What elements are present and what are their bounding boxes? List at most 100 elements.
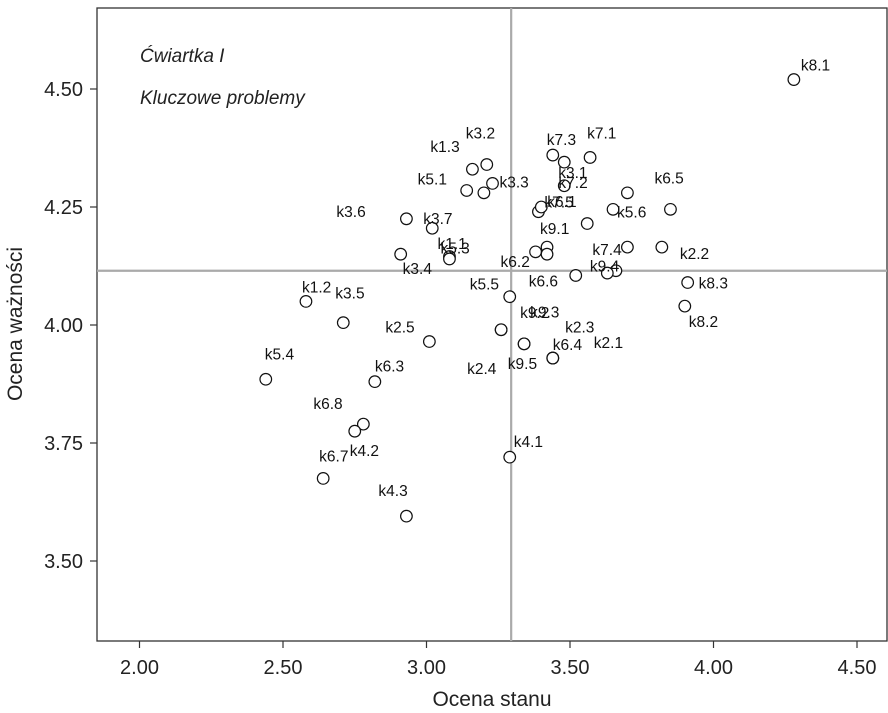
point-label: k6.7 (319, 448, 348, 465)
point-label: k3.1 (558, 165, 587, 182)
point-label: k1.1 (437, 236, 466, 253)
point-label: k8.3 (699, 276, 728, 293)
point-label: k6.6 (529, 273, 558, 290)
data-point (600, 266, 614, 280)
point-label: k3.2 (466, 126, 495, 143)
point-label: k3.5 (335, 286, 364, 303)
x-tick-label: 2.00 (120, 657, 159, 679)
point-label: k4.3 (378, 483, 407, 500)
point-label: k7.4 (592, 242, 622, 259)
data-point-k5-6 (606, 202, 620, 216)
point-label: k5.4 (265, 346, 295, 363)
data-point-k5-4 (259, 372, 273, 386)
data-point-k3-3 (486, 176, 499, 190)
point-label: k7.5 (544, 195, 573, 212)
data-point-k1-2 (299, 295, 313, 308)
data-point-k5-1 (460, 184, 474, 197)
point-label: k2.3 (565, 320, 594, 337)
data-point-k6-3 (368, 375, 382, 389)
point-label: k3.7 (423, 211, 452, 228)
point-label: k2.2 (680, 246, 709, 263)
data-point-k4-2 (348, 424, 362, 438)
x-tick-label: 3.00 (407, 657, 446, 679)
point-label: k3.4 (403, 261, 433, 278)
y-tick-label: 4.50 (44, 79, 83, 101)
point-label: k1.2 (302, 279, 331, 296)
data-point-k3-4 (394, 247, 408, 261)
data-point (540, 247, 554, 261)
point-label: k9.5 (508, 356, 537, 373)
x-tick-label: 2.50 (264, 657, 303, 679)
data-point-k9-5 (546, 351, 560, 365)
point-label: k2.1 (594, 335, 623, 352)
data-point-k5-5 (503, 290, 517, 304)
data-point-k2-2 (655, 240, 669, 254)
data-point-k1-1 (443, 252, 456, 266)
point-label: k8.2 (689, 314, 718, 331)
x-tick-label: 4.50 (838, 657, 877, 679)
data-point-k8-3 (681, 276, 695, 289)
data-point-k3-1 (557, 179, 571, 193)
quadrant-title: Ćwiartka I (140, 45, 225, 67)
point-label: k5.5 (470, 277, 499, 294)
y-tick-label: 3.75 (44, 433, 83, 455)
point-label: k6.3 (375, 359, 404, 376)
point-label: k6.1 (547, 194, 576, 211)
point-label: k5.1 (418, 171, 447, 188)
data-point-k7-4 (621, 240, 634, 254)
data-point-k4-1 (503, 450, 517, 464)
point-label: k9.3 (530, 305, 559, 322)
data-point-k4-3 (400, 509, 413, 523)
data-point-k7-3 (546, 148, 560, 162)
data-point-k2-3 (494, 323, 508, 337)
data-point-k3-5 (336, 316, 350, 330)
data-point (477, 186, 491, 200)
point-label: k6.8 (313, 396, 342, 413)
point-label: k2.4 (467, 361, 497, 378)
point-label: k9.4 (590, 259, 620, 276)
point-label: k5.3 (440, 241, 469, 258)
point-label: k7.2 (558, 175, 587, 192)
point-label: k3.3 (500, 174, 529, 191)
data-point-k1-3 (466, 162, 479, 176)
y-tick-label: 4.00 (44, 315, 83, 337)
data-point-k3-6 (400, 212, 413, 226)
data-point-k6-1 (534, 200, 548, 214)
data-point (580, 217, 594, 230)
y-tick-label: 3.50 (44, 551, 83, 573)
data-point-k6-7 (316, 472, 330, 485)
point-label: k5.6 (617, 204, 646, 221)
point-label: k1.3 (430, 139, 459, 156)
point-label: k6.4 (553, 337, 583, 354)
quadrant-subtitle: Kluczowe problemy (140, 88, 306, 109)
data-point (557, 155, 571, 169)
x-axis-title: Ocena stanu (432, 688, 551, 711)
point-label: k7.1 (587, 125, 616, 142)
data-point-k3-2 (480, 158, 494, 171)
point-label: k9.1 (540, 221, 569, 238)
x-tick-label: 4.00 (694, 657, 733, 679)
point-label: k4.2 (350, 443, 379, 460)
x-tick-label: 3.50 (551, 657, 590, 679)
point-label: k8.1 (801, 58, 830, 75)
point-label: k6.5 (654, 170, 683, 187)
data-point-k7-1 (583, 151, 597, 164)
point-label: k2.5 (385, 320, 414, 337)
point-label: k4.1 (514, 434, 543, 451)
data-point-k6-2 (529, 245, 542, 259)
data-point-k6-8 (356, 417, 370, 431)
data-point-k2-4 (517, 337, 531, 351)
point-label: k7.3 (547, 132, 576, 149)
y-tick-label: 4.25 (44, 197, 83, 219)
data-point-k7-2 (621, 186, 634, 200)
data-point-k2-5 (422, 335, 436, 348)
data-point-k6-6 (569, 269, 583, 282)
point-label: k9.2 (520, 305, 549, 322)
y-axis-title: Ocena ważności (4, 247, 27, 401)
data-point-k6-5 (664, 202, 677, 216)
point-label: k3.6 (336, 204, 365, 221)
point-label: k6.2 (501, 254, 530, 271)
data-point-k3-7 (425, 221, 439, 235)
